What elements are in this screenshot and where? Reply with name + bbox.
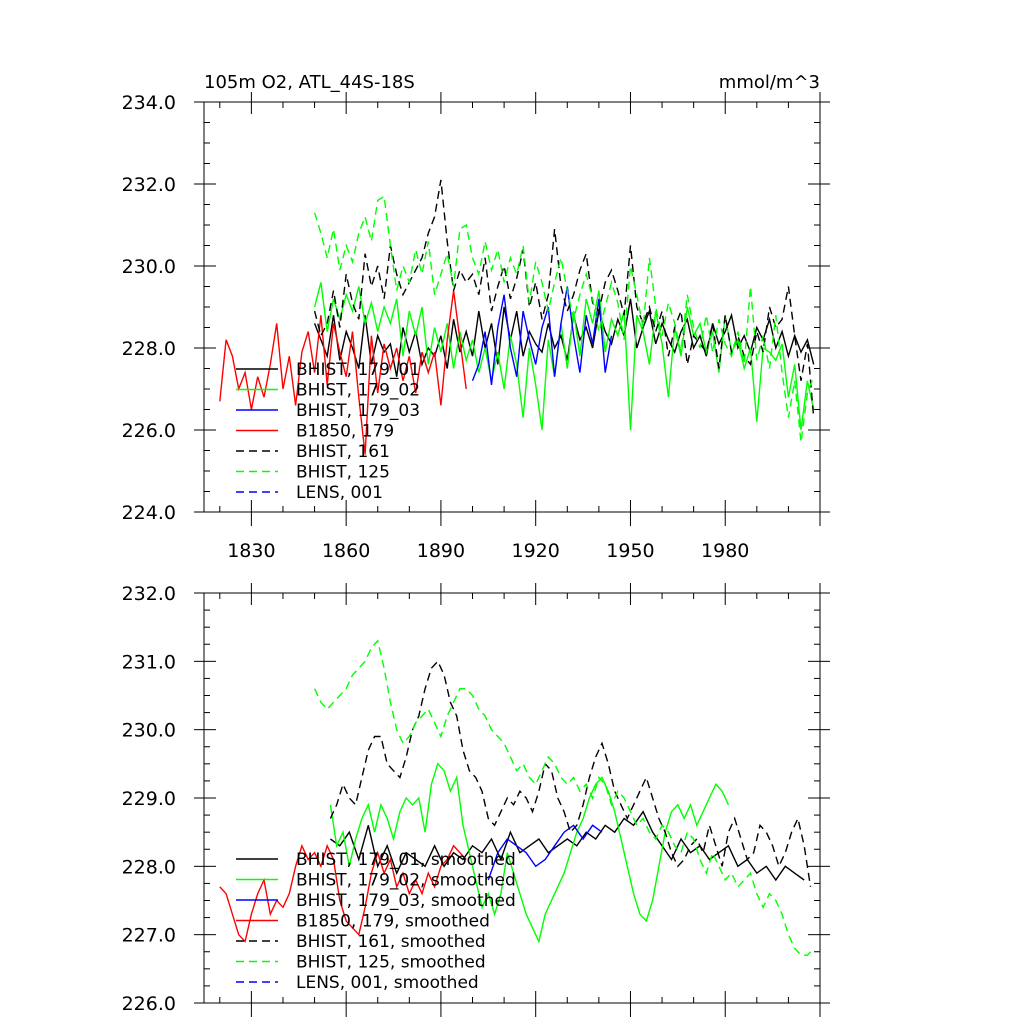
x-tick-label: 1950 bbox=[606, 540, 654, 562]
legend-label: BHIST, 179_03, smoothed bbox=[296, 891, 516, 911]
top-panel-series bbox=[219, 179, 815, 455]
series-line-bhist-179-01-smoothed bbox=[329, 810, 805, 882]
y-tick-label: 230.0 bbox=[122, 256, 176, 278]
y-tick-label: 224.0 bbox=[122, 502, 176, 524]
legend-label: BHIST, 179_01, smoothed bbox=[296, 850, 516, 870]
x-tick-label: 1920 bbox=[512, 540, 560, 562]
legend-label: BHIST, 179_01 bbox=[296, 360, 420, 380]
y-tick-label: 226.0 bbox=[122, 420, 176, 442]
y-tick-label: 228.0 bbox=[122, 338, 176, 360]
y-tick-label: 227.0 bbox=[122, 925, 176, 947]
series-line-bhist-179-02-smoothed bbox=[329, 762, 730, 944]
legend-label: B1850, 179 bbox=[296, 422, 394, 442]
legend-label: B1850, 179, smoothed bbox=[296, 912, 490, 932]
x-tick-label: 1830 bbox=[227, 540, 275, 562]
series-line-bhist-179-03-smoothed bbox=[487, 824, 603, 881]
y-tick-label: 231.0 bbox=[122, 651, 176, 673]
series-line-bhist-125 bbox=[313, 195, 815, 443]
series-line-b1850-179-smoothed bbox=[219, 843, 467, 943]
x-tick-label: 1980 bbox=[701, 540, 749, 562]
series-line-bhist-179-03 bbox=[471, 286, 613, 385]
legend-label: BHIST, 161, smoothed bbox=[296, 932, 486, 952]
bottom-panel-axes: 226.0 227.0 228.0 229.0 230.0 231.0 232.0 bbox=[122, 583, 830, 1017]
y-tick-label: 228.0 bbox=[122, 856, 176, 878]
legend-label: BHIST, 125 bbox=[296, 463, 390, 483]
series-line-bhist-161-smoothed bbox=[329, 660, 812, 887]
legend-label: LENS, 001 bbox=[296, 483, 383, 503]
y-tick-label: 230.0 bbox=[122, 720, 176, 742]
top-panel-axes: 1830 1860 1890 1920 1950 1980 224.0 226.0 228.0 2… bbox=[122, 92, 830, 562]
x-tick-label: 1890 bbox=[417, 540, 465, 562]
series-line-bhist-161 bbox=[313, 179, 815, 418]
top-panel-units: mmol/m^3 bbox=[719, 72, 820, 93]
legend-label: BHIST, 125, smoothed bbox=[296, 953, 486, 973]
legend-label: BHIST, 179_03 bbox=[296, 401, 420, 421]
legend-label: BHIST, 179_02 bbox=[296, 381, 420, 401]
legend-label: LENS, 001, smoothed bbox=[296, 973, 479, 993]
bottom-panel: 226.0 227.0 228.0 229.0 230.0 231.0 232.0 BHIS… bbox=[122, 583, 830, 1017]
series-line-bhist-125-smoothed bbox=[313, 639, 815, 956]
x-tick-label: 1860 bbox=[322, 540, 370, 562]
legend-label: BHIST, 161 bbox=[296, 442, 390, 462]
top-panel: 105m O2, ATL_44S-18S mmol/m^3 1830 1860 18… bbox=[122, 72, 830, 562]
legend-label: BHIST, 179_02, smoothed bbox=[296, 871, 516, 891]
y-tick-label: 234.0 bbox=[122, 92, 176, 114]
bottom-panel-series bbox=[219, 639, 815, 956]
y-tick-label: 232.0 bbox=[122, 174, 176, 196]
top-panel-title: 105m O2, ATL_44S-18S bbox=[204, 72, 415, 93]
y-tick-label: 226.0 bbox=[122, 993, 176, 1015]
y-tick-label: 232.0 bbox=[122, 583, 176, 605]
series-line-b1850-179 bbox=[219, 290, 467, 455]
y-tick-label: 229.0 bbox=[122, 788, 176, 810]
